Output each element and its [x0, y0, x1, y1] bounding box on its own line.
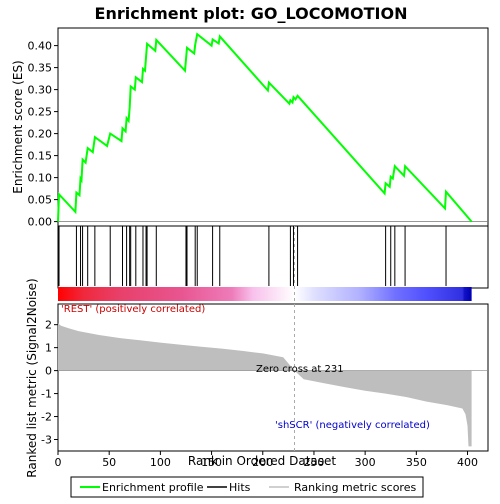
legend-enrichment-label: Enrichment profile — [102, 481, 204, 494]
x-tick-label: 200 — [252, 456, 273, 469]
ranked-metric-panel: -3 -2 -1 0 1 2 0 50 100 150 200 250 300 350 400 — [41, 226, 488, 469]
x-tick-label: 350 — [406, 456, 427, 469]
ranked-metric-area — [58, 323, 472, 447]
es-y-tick-label: 0.20 — [28, 128, 53, 141]
es-y-tick-label: 0.15 — [28, 150, 53, 163]
x-tick-label: 400 — [457, 456, 478, 469]
rank-gradient-bar — [58, 287, 472, 301]
enrichment-score-panel: 0.00 0.05 0.10 0.15 0.20 0.25 0.30 0.35 0.40 — [28, 32, 488, 229]
es-y-tick-label: 0.40 — [28, 40, 53, 53]
negative-correlation-label: 'shSCR' (negatively correlated) — [275, 420, 430, 431]
x-tick-label: 150 — [201, 456, 222, 469]
chart-title: Enrichment plot: GO_LOCOMOTION — [95, 4, 408, 23]
es-y-tick-label: 0.00 — [28, 216, 53, 229]
metric-y-tick-label: -1 — [41, 388, 52, 401]
x-axis-label: Rank in Ordered Dataset — [188, 454, 336, 468]
legend: Enrichment profile Hits Ranking metric s… — [70, 476, 424, 498]
es-y-tick-label: 0.10 — [28, 172, 53, 185]
x-tick-label: 100 — [150, 456, 171, 469]
metric-y-tick-label: 2 — [45, 319, 52, 332]
x-tick-label: 50 — [102, 456, 116, 469]
metric-y-tick-label: 0 — [45, 365, 52, 378]
es-y-tick-label: 0.30 — [28, 84, 53, 97]
x-tick-label: 0 — [55, 456, 62, 469]
positive-correlation-label: 'REST' (positively correlated) — [61, 304, 205, 315]
enrichment-profile-line — [57, 32, 473, 223]
es-y-tick-label: 0.05 — [28, 194, 53, 207]
metric-y-tick-label: -2 — [41, 411, 52, 424]
es-axis-label: Enrichment score (ES) — [11, 60, 25, 193]
x-tick-label: 300 — [355, 456, 376, 469]
es-y-tick-label: 0.35 — [28, 62, 53, 75]
metric-axis-label: Ranked list metric (Signal2Noise) — [25, 278, 39, 477]
hits-panel — [58, 226, 447, 286]
legend-box — [70, 476, 424, 498]
rank-color-bar — [58, 287, 472, 301]
es-y-tick-label: 0.25 — [28, 106, 53, 119]
zero-cross-label: Zero cross at 231 — [256, 364, 344, 375]
legend-hits-label: Hits — [229, 481, 251, 494]
metric-y-tick-label: 1 — [45, 342, 52, 355]
metric-y-tick-label: -3 — [41, 434, 52, 447]
legend-metric-label: Ranking metric scores — [294, 481, 416, 494]
es-panel-frame — [57, 27, 489, 227]
x-tick-label: 250 — [303, 456, 324, 469]
